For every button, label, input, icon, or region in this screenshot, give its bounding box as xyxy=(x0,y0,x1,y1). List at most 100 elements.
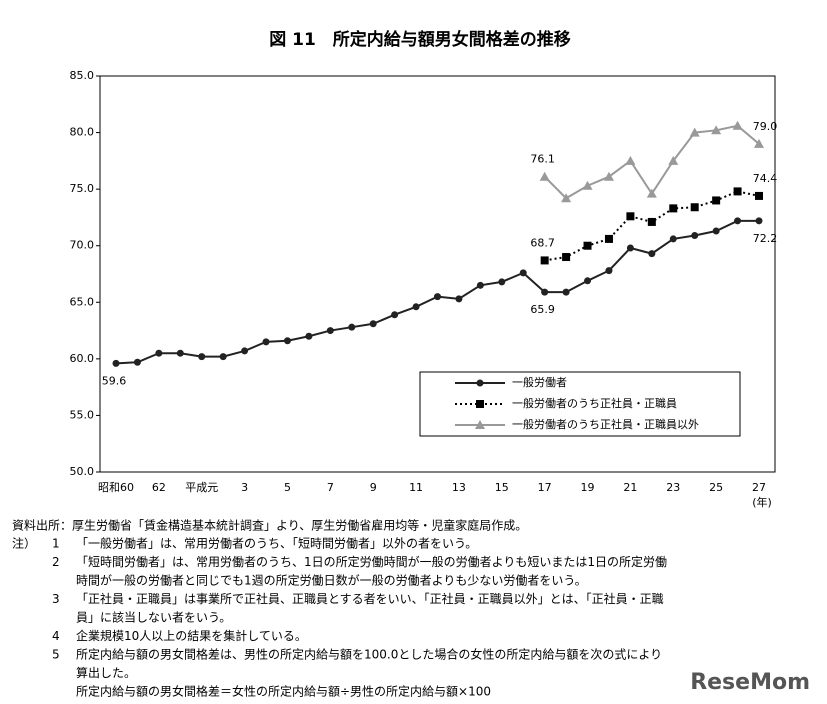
marker xyxy=(198,353,206,361)
marker xyxy=(646,188,657,198)
y-tick-label: 50.0 xyxy=(70,465,95,478)
note-text: 「一般労働者」は、常用労働者のうち、「短時間労働者」以外の者をいう。 xyxy=(76,536,477,551)
marker xyxy=(219,353,227,361)
marker xyxy=(755,191,763,200)
marker xyxy=(648,250,656,258)
x-tick-label: 平成元 xyxy=(185,481,218,494)
legend-label: 一般労働者 xyxy=(512,375,567,389)
x-tick-label: 3 xyxy=(241,481,248,494)
x-tick-label: 7 xyxy=(327,481,334,494)
marker xyxy=(539,171,550,181)
note-text: 企業規模10人以上の結果を集計している。 xyxy=(76,628,307,643)
marker xyxy=(498,278,506,286)
marker xyxy=(562,288,570,296)
marker xyxy=(626,244,634,252)
data-label: 79.0 xyxy=(753,120,778,133)
note-text: 「短時間労働者」は、常用労働者のうち、1日の所定労働時間が一般の労働者よりも短い… xyxy=(76,554,667,569)
marker xyxy=(519,269,527,277)
note-text: 算出した。 xyxy=(76,665,136,680)
x-tick-label: 21 xyxy=(623,481,637,494)
marker xyxy=(112,359,120,367)
marker xyxy=(455,295,463,303)
y-tick-label: 70.0 xyxy=(70,239,95,252)
marker xyxy=(476,281,484,289)
note-number: 5 xyxy=(52,648,60,662)
marker xyxy=(669,235,677,243)
marker xyxy=(605,267,613,275)
x-tick-label: 5 xyxy=(284,481,291,494)
x-tick-label: 27 xyxy=(752,481,766,494)
marker xyxy=(434,293,441,301)
marker xyxy=(391,311,399,319)
x-tick-label: 昭和60 xyxy=(98,481,134,494)
marker xyxy=(561,193,572,203)
marker xyxy=(626,212,635,221)
marker xyxy=(562,253,571,262)
x-tick-label: 25 xyxy=(709,481,723,494)
marker xyxy=(732,120,743,130)
marker xyxy=(155,349,163,357)
marker xyxy=(476,379,484,387)
data-label: 59.6 xyxy=(102,374,127,387)
x-tick-label: 23 xyxy=(666,481,680,494)
data-label: 65.9 xyxy=(530,303,555,316)
data-label: 74.4 xyxy=(753,172,778,185)
series-line xyxy=(543,124,760,200)
x-unit: (年) xyxy=(752,495,772,509)
marker xyxy=(733,187,742,196)
marker xyxy=(712,196,721,205)
marker xyxy=(711,125,722,135)
marker xyxy=(712,227,720,235)
x-tick-label: 19 xyxy=(581,481,595,494)
legend-label: 一般労働者のうち正社員・正職員 xyxy=(512,396,677,410)
marker xyxy=(604,234,613,243)
marker xyxy=(540,256,549,265)
note-number: 4 xyxy=(52,629,60,643)
note-text: 時間が一般の労働者と同じでも1週の所定労働日数が一般の労働者よりも少ない労働者を… xyxy=(76,573,587,588)
marker xyxy=(283,337,291,345)
marker xyxy=(691,232,699,240)
note-text: 員」に該当しない者をいう。 xyxy=(76,610,231,625)
source: 資料出所：厚生労働省「賃金構造基本統計調査」より、厚生労働省雇用均等・児童家庭局… xyxy=(12,518,527,533)
marker xyxy=(262,338,270,346)
marker xyxy=(475,420,485,429)
marker xyxy=(603,171,614,181)
marker xyxy=(476,400,484,408)
plot-frame xyxy=(99,75,776,473)
legend-label: 一般労働者のうち正社員・正職員以外 xyxy=(512,417,699,431)
note-text: 所定内給与額の男女間格差は、男性の所定内給与額を100.0とした場合の女性の所定… xyxy=(76,647,662,662)
y-tick-label: 80.0 xyxy=(70,126,95,139)
marker xyxy=(582,180,593,190)
marker xyxy=(668,155,679,165)
marker xyxy=(584,277,592,285)
marker xyxy=(625,155,636,165)
marker xyxy=(541,288,549,296)
marker xyxy=(241,347,249,355)
y-tick-label: 55.0 xyxy=(70,408,95,421)
marker xyxy=(176,349,184,357)
note-number: 3 xyxy=(52,592,60,606)
marker xyxy=(369,320,377,328)
note-text: 「正社員・正職員」は事業所で正社員、正職員とする者をいい、「正社員・正職員以外」… xyxy=(76,591,664,606)
y-tick-label: 75.0 xyxy=(70,182,95,195)
x-tick-label: 13 xyxy=(452,481,466,494)
y-tick-label: 60.0 xyxy=(70,352,95,365)
x-tick-label: 17 xyxy=(538,481,552,494)
y-tick-label: 85.0 xyxy=(70,69,95,82)
marker xyxy=(326,327,334,335)
marker xyxy=(305,332,313,340)
x-tick-label: 15 xyxy=(495,481,509,494)
marker xyxy=(689,127,700,137)
notes-label: 注） xyxy=(12,536,36,551)
marker xyxy=(133,358,141,366)
watermark: ReseMom xyxy=(690,670,810,695)
marker xyxy=(755,217,763,225)
marker xyxy=(690,203,699,212)
marker xyxy=(669,204,678,213)
data-label: 76.1 xyxy=(530,153,555,166)
chart-title: 図 11 所定内給与額男女間格差の推移 xyxy=(269,29,571,50)
x-tick-label: 11 xyxy=(409,481,423,494)
data-label: 68.7 xyxy=(530,236,555,249)
marker xyxy=(412,303,420,311)
